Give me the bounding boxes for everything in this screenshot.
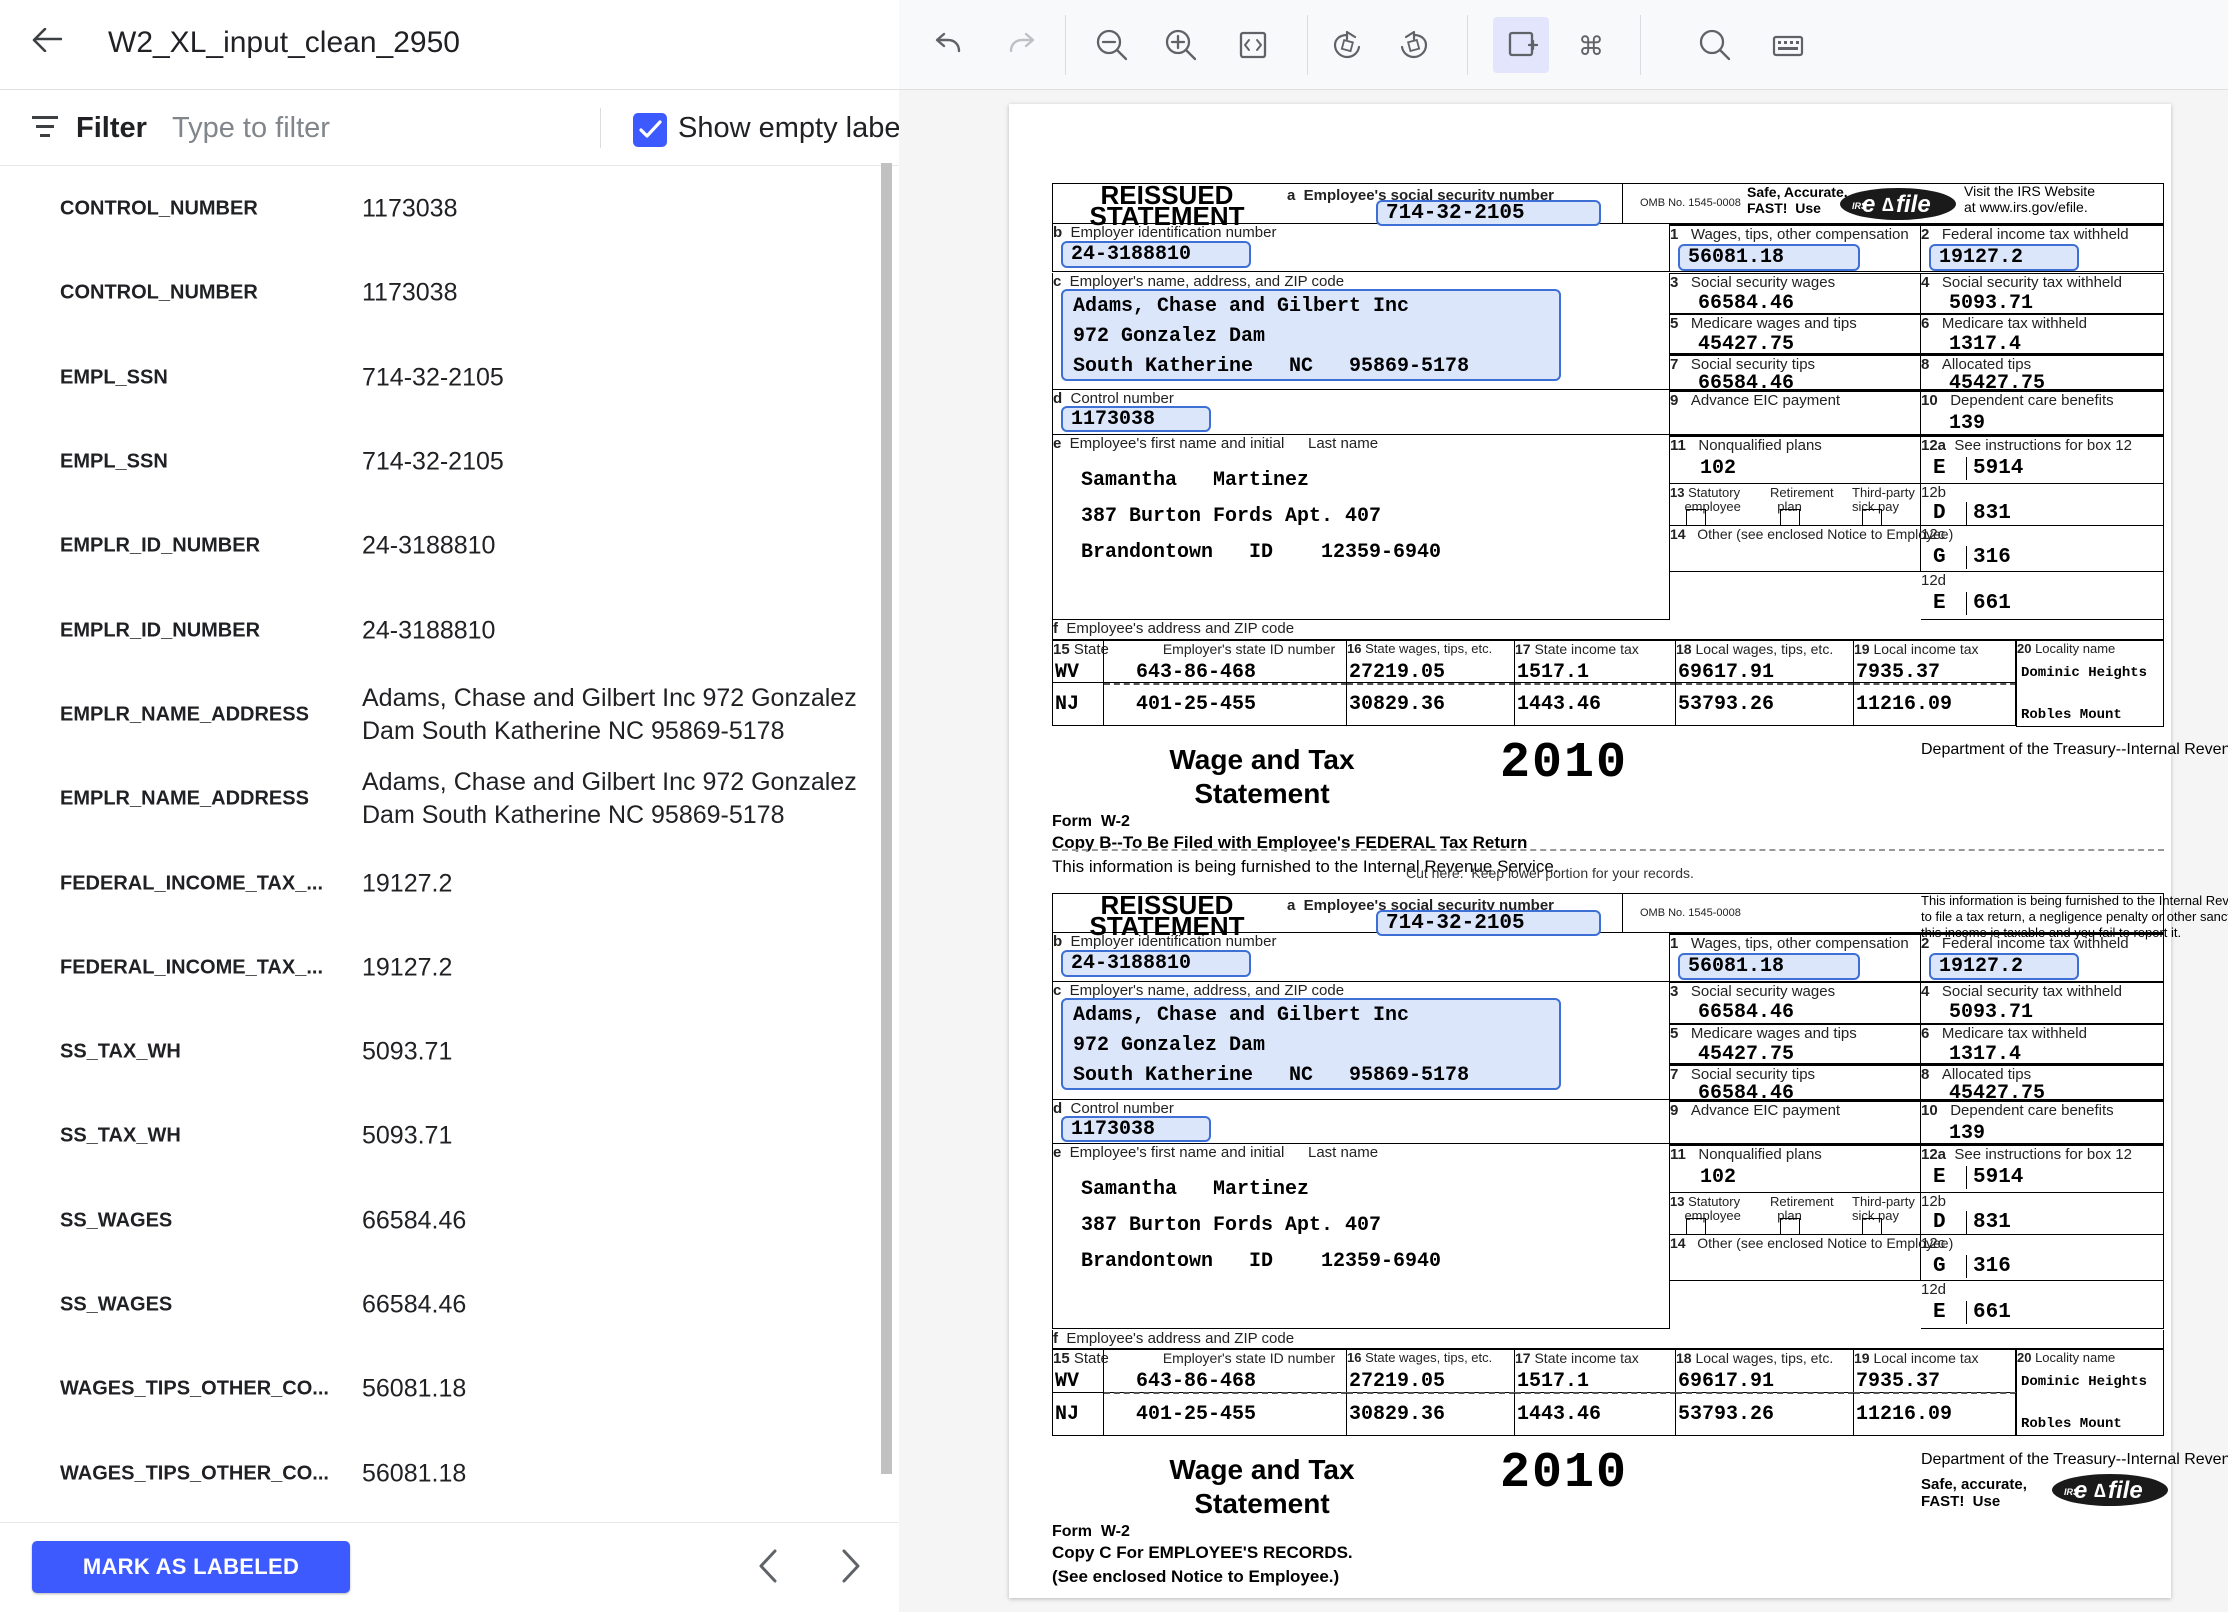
- svg-text:e: e: [2074, 1477, 2087, 1504]
- svg-text:e: e: [1862, 191, 1875, 218]
- svg-text:∆: ∆: [2094, 1481, 2106, 1502]
- svg-text:⌘: ⌘: [1578, 31, 1604, 61]
- svg-text:∆: ∆: [1882, 195, 1894, 216]
- svg-text:file: file: [1896, 191, 1931, 218]
- svg-text:file: file: [2108, 1477, 2143, 1504]
